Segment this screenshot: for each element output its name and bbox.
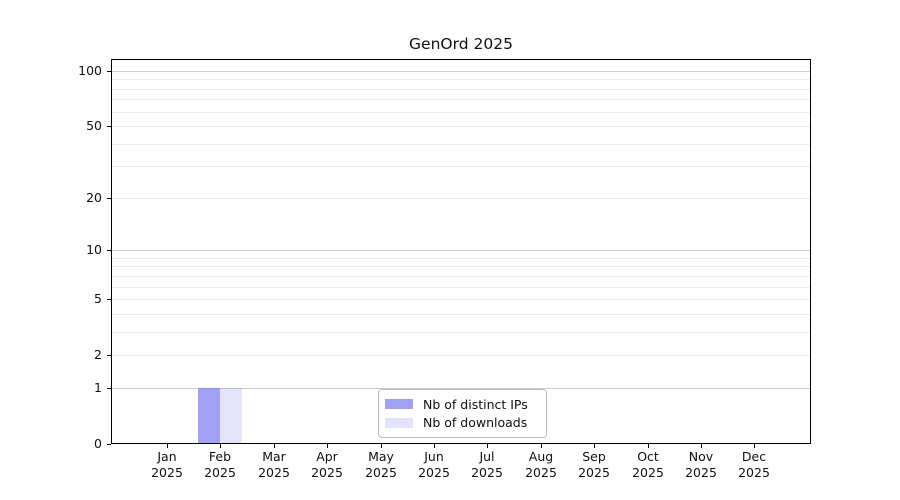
gridline-minor-9 [112,258,810,259]
x-tick-label-aug: Aug 2025 [525,449,557,480]
gridline-minor-7 [112,276,810,277]
y-tick-label-50: 50 [86,118,102,133]
gridline-minor-70 [112,99,810,100]
gridline-minor-2 [112,355,810,356]
x-tick-dec [754,444,755,448]
gridline-minor-20 [112,198,810,199]
gridline-minor-80 [112,89,810,90]
x-tick-label-apr: Apr 2025 [311,449,343,480]
x-tick-oct [648,444,649,448]
x-tick-label-may: May 2025 [365,449,397,480]
y-tick-2 [107,355,111,356]
x-tick-jun [434,444,435,448]
gridline-minor-30 [112,166,810,167]
legend-item-distinct-ips: Nb of distinct IPs [385,397,540,412]
y-tick-label-0: 0 [94,436,102,451]
x-tick-label-jun: Jun 2025 [418,449,450,480]
y-tick-20 [107,198,111,199]
gridline-minor-50 [112,126,810,127]
y-tick-label-1: 1 [94,380,102,395]
bar-downloads-feb-2025 [220,388,243,443]
y-tick-label-20: 20 [86,190,102,205]
x-tick-mar [274,444,275,448]
x-tick-label-oct: Oct 2025 [632,449,664,480]
y-tick-100 [107,71,111,72]
legend-swatch-downloads [385,418,413,428]
chart-title: GenOrd 2025 [409,35,513,53]
y-tick-5 [107,299,111,300]
y-tick-label-100: 100 [78,63,102,78]
gridline-minor-60 [112,112,810,113]
y-tick-label-2: 2 [94,347,102,362]
y-tick-1 [107,388,111,389]
gridline-minor-8 [112,266,810,267]
x-tick-label-feb: Feb 2025 [204,449,236,480]
x-tick-feb [220,444,221,448]
x-tick-sep [594,444,595,448]
x-tick-label-jul: Jul 2025 [471,449,503,480]
gridline-minor-90 [112,79,810,80]
x-tick-label-jan: Jan 2025 [151,449,183,480]
legend-item-downloads: Nb of downloads [385,415,540,430]
x-tick-may [381,444,382,448]
x-tick-jan [167,444,168,448]
y-tick-label-10: 10 [86,242,102,257]
x-tick-label-sep: Sep 2025 [578,449,610,480]
y-tick-10 [107,250,111,251]
y-tick-0 [107,444,111,445]
x-tick-nov [701,444,702,448]
gridline-major-100 [112,71,810,72]
x-tick-label-mar: Mar 2025 [258,449,290,480]
gridline-major-1 [112,388,810,389]
legend: Nb of distinct IPs Nb of downloads [378,389,547,438]
gridline-minor-5 [112,299,810,300]
gridline-minor-3 [112,332,810,333]
x-tick-label-nov: Nov 2025 [685,449,717,480]
bar-distinct-ips-feb-2025 [198,388,221,443]
legend-label-downloads: Nb of downloads [423,415,528,431]
gridline-minor-40 [112,144,810,145]
gridline-minor-4 [112,314,810,315]
x-tick-jul [487,444,488,448]
x-tick-label-dec: Dec 2025 [738,449,770,480]
legend-label-distinct-ips: Nb of distinct IPs [423,396,528,412]
gridline-major-10 [112,250,810,251]
x-tick-aug [541,444,542,448]
legend-swatch-distinct-ips [385,399,413,409]
y-tick-label-5: 5 [94,291,102,306]
y-tick-50 [107,126,111,127]
plot-area [111,59,811,444]
x-tick-apr [327,444,328,448]
gridline-minor-6 [112,287,810,288]
